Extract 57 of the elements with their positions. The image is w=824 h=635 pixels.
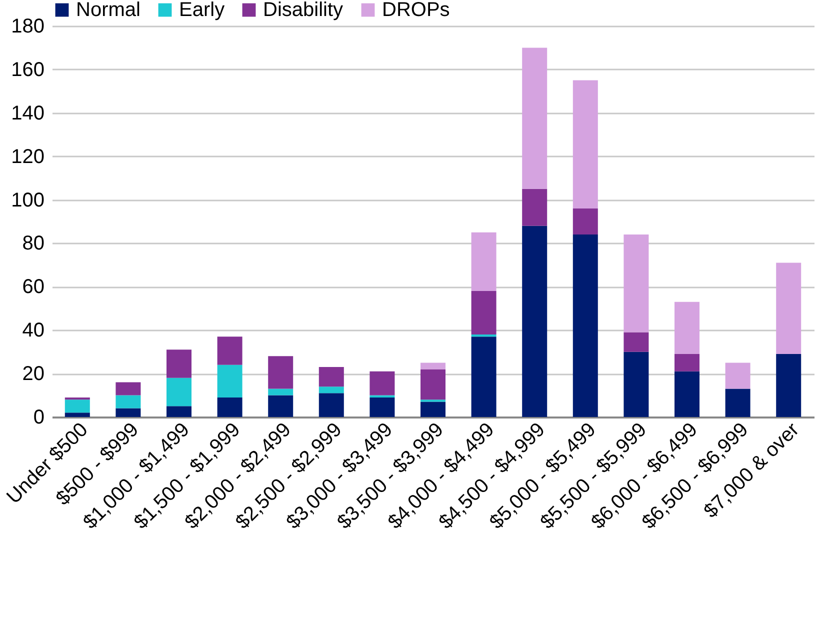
bar — [725, 362, 750, 389]
bar — [522, 188, 548, 226]
bar — [572, 80, 598, 208]
bar — [116, 408, 141, 417]
bar — [116, 382, 141, 396]
y-tick-label: 80 — [22, 232, 44, 255]
bar — [64, 397, 90, 400]
bar — [318, 367, 344, 387]
bar — [776, 262, 802, 354]
bar — [725, 388, 750, 417]
legend-label: Disability — [263, 0, 344, 21]
bar — [370, 371, 395, 396]
bar — [674, 371, 700, 417]
bar — [674, 302, 700, 354]
y-tick-label: 160 — [11, 58, 44, 81]
bar — [471, 334, 496, 337]
legend-label: Normal — [76, 0, 140, 21]
bar — [471, 336, 496, 417]
legend-label: DROPs — [382, 0, 450, 21]
bar — [471, 291, 496, 334]
bar — [624, 352, 649, 417]
bar — [268, 388, 294, 396]
bar — [268, 356, 294, 389]
bar — [624, 234, 649, 332]
bar — [64, 400, 90, 413]
bar — [64, 412, 90, 417]
y-tick-label: 60 — [22, 276, 44, 298]
y-tick-label: 40 — [22, 320, 44, 342]
bar — [420, 402, 446, 417]
bar — [166, 378, 192, 406]
bar — [318, 386, 344, 394]
bar — [166, 406, 192, 417]
bar — [522, 226, 548, 417]
bar — [370, 397, 395, 417]
bar — [471, 232, 496, 292]
y-tick-label: 120 — [11, 146, 44, 168]
y-tick-label: 180 — [11, 16, 44, 38]
y-tick-label: 0 — [33, 406, 44, 428]
bar — [268, 395, 294, 417]
bar — [420, 362, 446, 370]
bar — [674, 354, 700, 372]
bar — [217, 364, 242, 398]
bar — [572, 208, 598, 235]
legend-label: Early — [179, 0, 225, 21]
y-tick-label: 140 — [11, 102, 44, 124]
bar — [572, 234, 598, 417]
bar — [522, 48, 548, 189]
bar — [217, 336, 242, 365]
y-tick-label: 100 — [11, 189, 44, 212]
y-tick-label: 20 — [22, 363, 44, 386]
bar — [116, 395, 141, 408]
bar — [420, 369, 446, 400]
bar — [166, 350, 192, 378]
bar — [217, 397, 242, 417]
bar — [318, 393, 344, 417]
bar — [776, 354, 802, 417]
bar — [624, 332, 649, 352]
